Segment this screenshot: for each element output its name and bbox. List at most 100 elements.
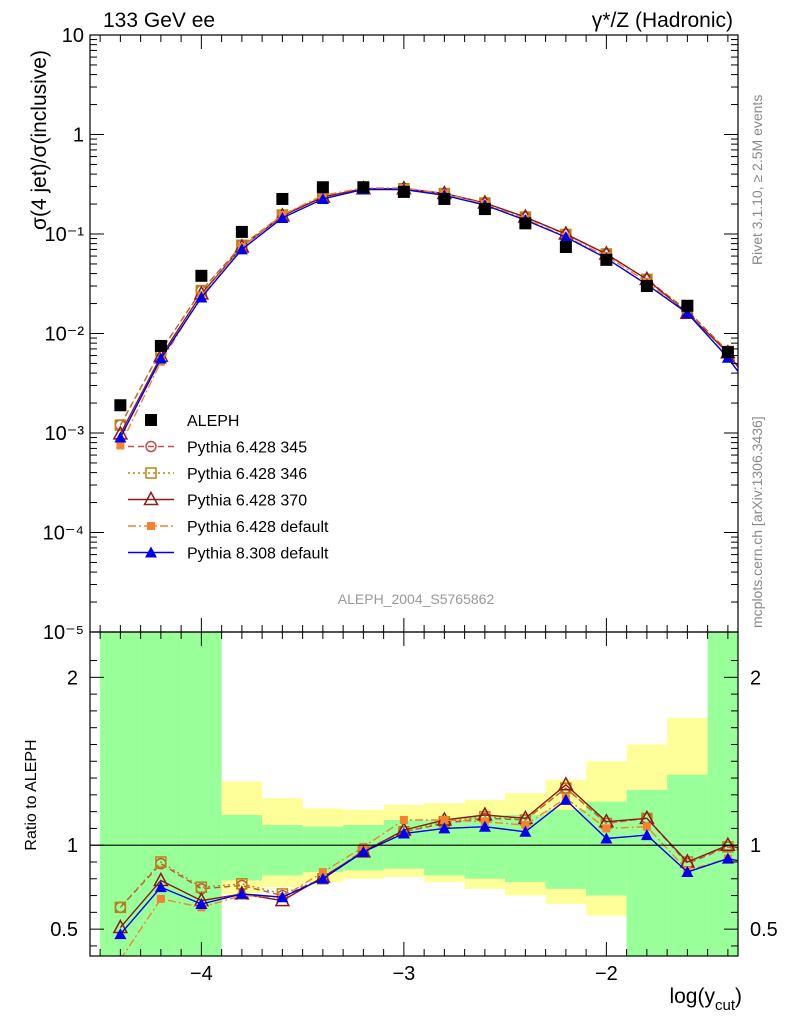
main-y-tick-label: 10⁻⁵ [43,622,84,644]
main-point-p346 [763,403,773,413]
ratio-point-p6def [318,868,327,877]
analysis-label: ALEPH_2004_S5765862 [338,591,495,607]
main-series-p8def [114,183,774,443]
band-inner-bin [667,774,708,956]
ratio-y-tick-label: 2 [67,667,78,689]
ratio-point-p6def [156,894,165,903]
ratio-point-p8def [559,793,572,805]
band-inner-bin [100,632,141,956]
main-y-tick-label: 10⁻³ [45,423,85,445]
legend-marker-p8def [145,546,157,558]
header-left-title: 133 GeV ee [103,9,215,32]
ratio-point-p370 [558,776,574,791]
main-point-aleph [397,185,410,198]
legend-label-p6def: Pythia 6.428 default [187,519,329,536]
main-point-p370 [762,403,775,415]
band-inner-bin [626,789,668,956]
legend-entry-aleph: ALEPH [145,413,239,430]
ratio-point-p6def [399,816,408,825]
main-point-p6def [764,411,772,419]
x-axis-label-main: log(y [669,985,715,1008]
main-point-p8def [681,307,694,319]
ratio-point-p6def [521,821,530,830]
ratio-point-p8def [397,827,410,839]
ratio-y-tick-label-right: 2 [750,667,761,689]
ratio-point-p8def [762,861,774,872]
main-panel-series [112,180,775,450]
ratio-point-p370 [762,848,775,860]
main-point-aleph [519,217,532,230]
main-point-p8def [195,291,208,303]
ratio-point-p8def [316,872,329,884]
legend-label-aleph: ALEPH [187,413,239,430]
ratio-point-p8def [640,829,653,841]
main-series-p345 [114,182,773,431]
x-axis-label: log(ycut) [669,985,742,1014]
ratio-point-p345 [763,854,773,864]
main-point-aleph [154,339,167,352]
header-right-title: γ*/Z (Hadronic) [592,9,733,32]
main-point-aleph [681,299,694,312]
x-tick-label: −4 [190,963,213,985]
ratio-y-axis-label: Ratio to ALEPH [23,739,40,850]
legend-label-p345: Pythia 6.428 345 [187,440,307,457]
main-series-p6def [116,183,772,450]
main-point-aleph [721,346,734,359]
ratio-point-p346 [114,901,127,914]
band-inner-bin [707,632,738,956]
ratio-point-p6def [602,824,611,833]
main-y-tick-label: 10⁻⁴ [43,523,84,545]
main-point-p8def [559,231,572,243]
legend-entry-p8def: Pythia 8.308 default [128,546,329,563]
main-series-p346 [114,182,773,431]
axis-tick-labels: 10 1 10⁻¹ 10⁻² 10⁻³ 10⁻⁴ 10⁻⁵ −4 −3 −2 2 2 1 1 0.5 0.5 [43,25,778,985]
main-point-p345 [763,403,773,413]
legend-marker-p6def [147,522,155,530]
main-line-p370 [119,187,738,435]
legend-entry-p6def: Pythia 6.428 default [128,519,329,536]
ratio-y-tick-label: 0.5 [50,919,78,941]
ratio-point-p8def [235,887,248,899]
ratio-point-p346 [155,856,167,868]
legend-entry-p370: Pythia 6.428 370 [128,490,307,510]
main-line-p6def [119,187,738,446]
band-inner-bin [586,801,627,896]
legend: ALEPH Pythia 6.428 345 Pythia 6.428 346 Pyt… [128,413,329,563]
ratio-point-p8def [681,866,694,878]
main-y-tick-label: 10 [62,25,84,47]
legend-label-p8def: Pythia 8.308 default [187,546,329,563]
main-series-p370 [112,180,775,440]
band-inner-bin [262,825,303,876]
x-tick-label: −3 [392,963,415,985]
main-point-p8def [114,431,127,443]
main-point-p8def [276,211,289,223]
ratio-point-p8def [114,928,127,940]
ratio-point-p346 [763,854,773,864]
ratio-point-p6def [764,873,772,881]
ratio-y-tick-label-right: 1 [750,835,761,857]
main-point-p8def [316,192,329,204]
main-point-aleph [438,192,451,205]
ratio-point-p8def [600,832,613,844]
main-point-p8def [762,407,774,418]
ratio-point-p370 [720,836,736,851]
main-point-aleph [762,399,774,411]
main-point-aleph [640,280,653,293]
band-inner-bin [140,632,182,956]
ratio-panel-frame [89,631,739,957]
main-y-tick-label: 1 [73,125,84,147]
main-point-aleph [316,181,329,194]
legend-marker-p345 [145,440,157,453]
x-axis-label-sub: cut [715,997,736,1014]
main-y-tick-label: 10⁻¹ [45,224,85,246]
ratio-point-p8def [721,852,734,864]
main-line-p345 [119,187,738,426]
legend-marker-aleph [145,414,157,426]
x-tick-label: −2 [595,963,618,985]
ratio-line-p345 [119,787,738,908]
ratio-point-p8def [438,822,451,834]
main-point-aleph [600,253,613,266]
x-axis-label-close: ) [735,985,742,1008]
main-point-aleph [478,203,491,216]
